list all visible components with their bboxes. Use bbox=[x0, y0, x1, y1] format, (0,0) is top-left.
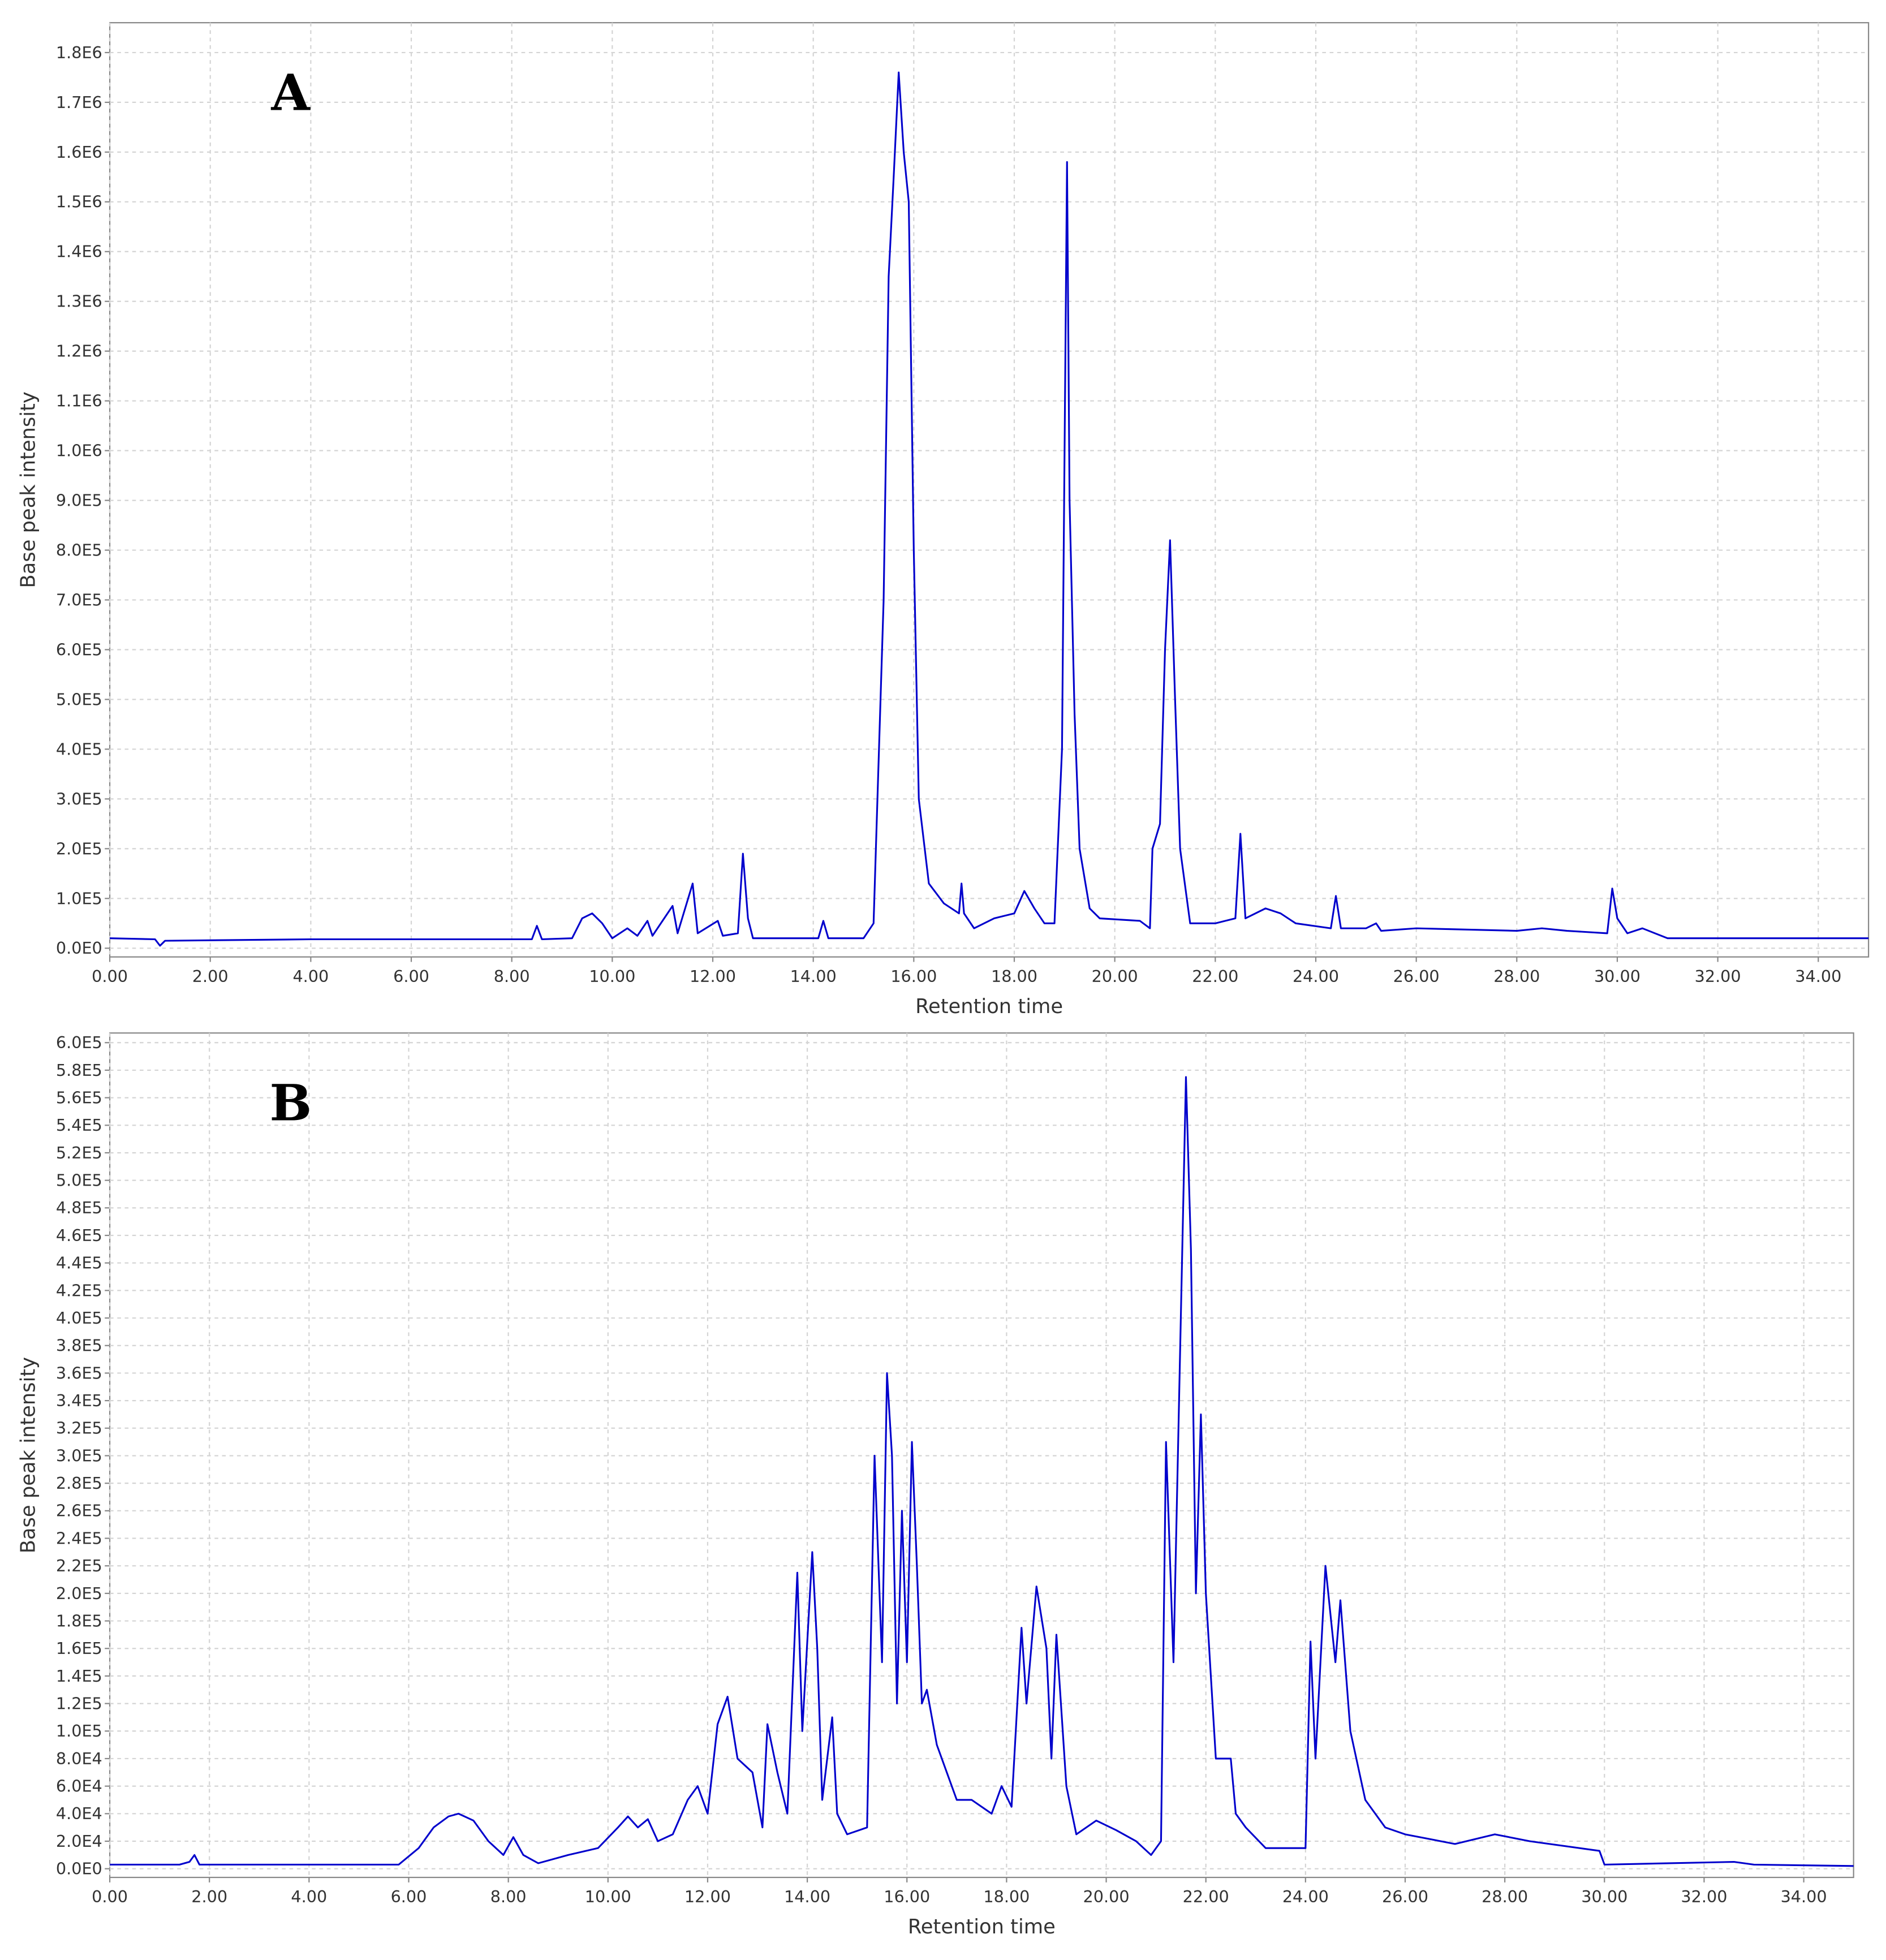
x-tick-label: 34.00 bbox=[1781, 1887, 1827, 1906]
x-tick-label: 6.00 bbox=[391, 1887, 427, 1906]
y-tick-label: 4.2E5 bbox=[56, 1281, 102, 1300]
y-tick-label: 1.7E6 bbox=[56, 93, 102, 112]
y-tick-label: 3.2E5 bbox=[56, 1419, 102, 1438]
y-tick-label: 2.6E5 bbox=[56, 1501, 102, 1520]
y-tick-label: 4.0E5 bbox=[56, 739, 102, 759]
x-tick-label: 22.00 bbox=[1183, 1887, 1229, 1906]
y-tick-label: 3.4E5 bbox=[56, 1391, 102, 1410]
y-tick-label: 3.0E5 bbox=[56, 1446, 102, 1465]
y-tick-label: 0.0E0 bbox=[56, 1859, 102, 1879]
y-tick-label: 3.6E5 bbox=[56, 1363, 102, 1382]
y-axis-label: Base peak intensity bbox=[17, 1357, 40, 1553]
y-tick-label: 1.3E6 bbox=[56, 292, 102, 311]
panel-label: B bbox=[269, 1074, 312, 1132]
x-tick-label: 24.00 bbox=[1282, 1887, 1329, 1906]
y-tick-label: 2.2E5 bbox=[56, 1556, 102, 1575]
x-tick-label: 12.00 bbox=[684, 1887, 731, 1906]
x-tick-label: 28.00 bbox=[1493, 967, 1540, 986]
y-tick-label: 2.8E5 bbox=[56, 1474, 102, 1493]
y-tick-label: 6.0E4 bbox=[56, 1777, 102, 1796]
x-tick-label: 26.00 bbox=[1382, 1887, 1428, 1906]
x-tick-label: 32.00 bbox=[1695, 967, 1741, 986]
x-axis-label: Retention time bbox=[908, 1915, 1056, 1939]
x-tick-label: 16.00 bbox=[884, 1887, 930, 1906]
y-axis-label: Base peak intensity bbox=[17, 391, 40, 588]
y-tick-label: 8.0E5 bbox=[56, 541, 102, 560]
y-tick-label: 1.2E5 bbox=[56, 1694, 102, 1713]
plot-area bbox=[109, 22, 1870, 958]
data-line bbox=[110, 71, 1869, 947]
y-tick-label: 4.0E4 bbox=[56, 1804, 102, 1823]
x-tick-label: 24.00 bbox=[1293, 967, 1339, 986]
y-tick-label: 6.0E5 bbox=[56, 640, 102, 659]
y-tick-label: 1.0E6 bbox=[56, 441, 102, 460]
y-tick-label: 4.4E5 bbox=[56, 1253, 102, 1273]
y-tick-label: 1.0E5 bbox=[56, 1721, 102, 1741]
x-tick-label: 14.00 bbox=[790, 967, 837, 986]
y-tick-label: 7.0E5 bbox=[56, 590, 102, 609]
y-tick-label: 2.4E5 bbox=[56, 1528, 102, 1548]
x-tick-label: 2.00 bbox=[191, 1887, 227, 1906]
y-tick-label: 1.8E6 bbox=[56, 43, 102, 62]
y-tick-label: 1.4E5 bbox=[56, 1666, 102, 1686]
y-tick-label: 3.0E5 bbox=[56, 789, 102, 808]
y-tick-label: 9.0E5 bbox=[56, 491, 102, 510]
y-tick-label: 4.6E5 bbox=[56, 1226, 102, 1245]
x-tick-label: 14.00 bbox=[784, 1887, 830, 1906]
x-tick-label: 20.00 bbox=[1083, 1887, 1130, 1906]
x-tick-label: 34.00 bbox=[1795, 967, 1841, 986]
data-line bbox=[110, 1076, 1854, 1867]
y-tick-label: 1.6E6 bbox=[56, 143, 102, 162]
x-tick-label: 22.00 bbox=[1192, 967, 1238, 986]
y-tick-label: 1.8E5 bbox=[56, 1611, 102, 1630]
x-tick-label: 16.00 bbox=[890, 967, 937, 986]
x-tick-label: 10.00 bbox=[585, 1887, 631, 1906]
x-tick-label: 30.00 bbox=[1594, 967, 1640, 986]
x-tick-label: 0.00 bbox=[92, 967, 128, 986]
y-tick-label: 6.0E5 bbox=[56, 1033, 102, 1052]
x-tick-label: 0.00 bbox=[92, 1887, 128, 1906]
y-tick-label: 5.2E5 bbox=[56, 1143, 102, 1162]
y-tick-label: 1.1E6 bbox=[56, 391, 102, 411]
x-tick-label: 20.00 bbox=[1092, 967, 1138, 986]
y-tick-label: 0.0E0 bbox=[56, 938, 102, 958]
y-tick-label: 2.0E5 bbox=[56, 1584, 102, 1603]
x-tick-label: 28.00 bbox=[1482, 1887, 1528, 1906]
x-tick-label: 26.00 bbox=[1393, 967, 1440, 986]
y-tick-label: 4.8E5 bbox=[56, 1198, 102, 1217]
y-tick-label: 3.8E5 bbox=[56, 1336, 102, 1355]
x-tick-label: 12.00 bbox=[690, 967, 736, 986]
y-tick-label: 1.0E5 bbox=[56, 889, 102, 908]
y-tick-label: 2.0E4 bbox=[56, 1832, 102, 1851]
x-tick-label: 32.00 bbox=[1681, 1887, 1727, 1906]
y-tick-label: 5.8E5 bbox=[56, 1061, 102, 1080]
x-tick-label: 2.00 bbox=[192, 967, 229, 986]
panel-label: A bbox=[271, 63, 311, 122]
y-tick-label: 1.6E5 bbox=[56, 1639, 102, 1658]
y-tick-label: 5.6E5 bbox=[56, 1088, 102, 1108]
x-tick-label: 10.00 bbox=[589, 967, 635, 986]
y-tick-label: 1.5E6 bbox=[56, 192, 102, 212]
x-tick-label: 4.00 bbox=[292, 967, 329, 986]
x-tick-label: 8.00 bbox=[490, 1887, 527, 1906]
x-tick-label: 30.00 bbox=[1581, 1887, 1627, 1906]
y-tick-label: 8.0E4 bbox=[56, 1749, 102, 1768]
x-tick-label: 8.00 bbox=[494, 967, 530, 986]
y-tick-label: 5.0E5 bbox=[56, 1171, 102, 1190]
x-tick-label: 6.00 bbox=[393, 967, 429, 986]
y-tick-label: 1.4E6 bbox=[56, 242, 102, 261]
x-tick-label: 4.00 bbox=[291, 1887, 327, 1906]
x-tick-label: 18.00 bbox=[991, 967, 1037, 986]
y-tick-label: 5.0E5 bbox=[56, 690, 102, 709]
x-tick-label: 18.00 bbox=[983, 1887, 1030, 1906]
y-tick-label: 4.0E5 bbox=[56, 1308, 102, 1328]
y-tick-label: 2.0E5 bbox=[56, 839, 102, 858]
y-tick-label: 5.4E5 bbox=[56, 1115, 102, 1135]
y-tick-label: 1.2E6 bbox=[56, 342, 102, 361]
x-axis-label: Retention time bbox=[915, 995, 1063, 1018]
